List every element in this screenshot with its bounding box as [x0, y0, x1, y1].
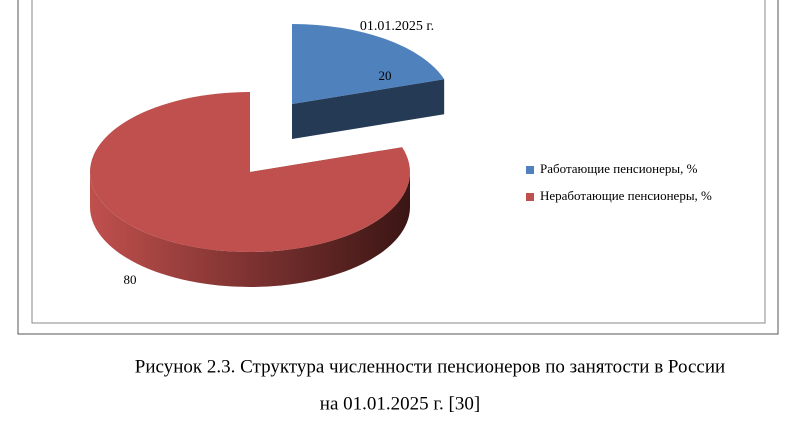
- caption-line: на 01.01.2025 г. [30]: [320, 393, 480, 414]
- legend-label: Неработающие пенсионеры, %: [540, 188, 712, 203]
- legend-swatch: [526, 193, 534, 201]
- data-label: 80: [124, 272, 137, 287]
- chart-frame: [31, 0, 766, 324]
- legend-swatch: [526, 166, 534, 174]
- legend-label: Работающие пенсионеры, %: [540, 161, 698, 176]
- slice: [292, 24, 445, 139]
- slice-top: [89, 92, 411, 252]
- outer-frame: [17, 0, 779, 335]
- slice-side: [292, 79, 445, 139]
- caption-line: Рисунок 2.3. Структура численности пенси…: [135, 356, 725, 377]
- slice-top: [292, 24, 445, 104]
- data-label: 20: [379, 68, 392, 83]
- slice: [89, 92, 411, 287]
- chart-title: 01.01.2025 г.: [360, 19, 434, 34]
- slice-wall: [90, 172, 410, 287]
